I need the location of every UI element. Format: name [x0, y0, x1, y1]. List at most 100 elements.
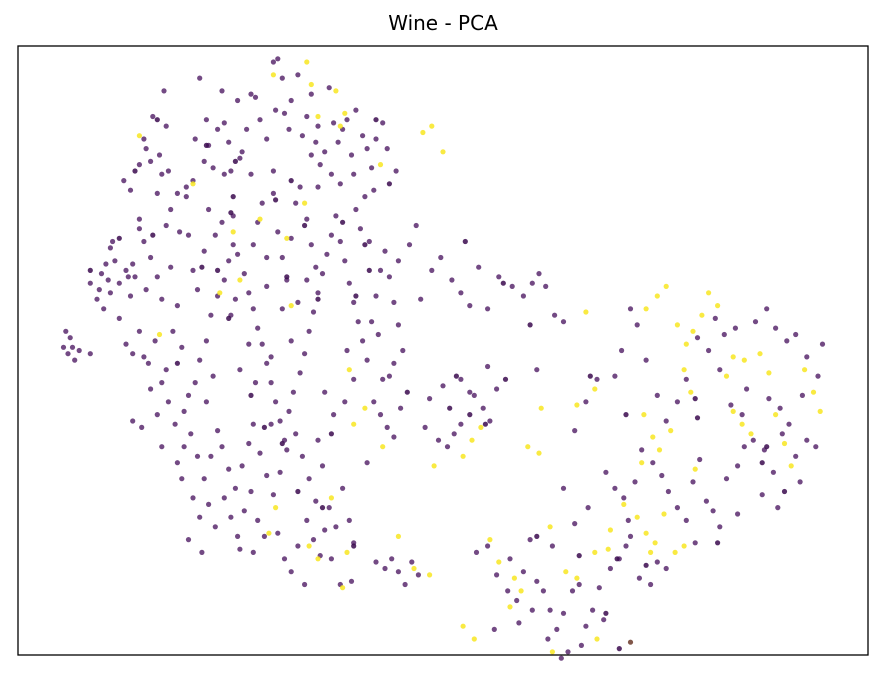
scatter-point: [315, 296, 321, 302]
scatter-point: [179, 476, 185, 482]
scatter-point: [491, 626, 497, 633]
scatter-point: [634, 322, 640, 328]
scatter-point: [797, 479, 803, 485]
scatter-point: [328, 232, 334, 238]
scatter-point: [302, 581, 308, 588]
scatter-point: [386, 373, 392, 379]
scatter-point: [194, 287, 201, 293]
scatter-point: [125, 274, 131, 280]
scatter-point: [373, 293, 379, 299]
chart-title: Wine - PCA: [388, 11, 498, 35]
scatter-point: [197, 75, 203, 81]
scatter-point: [654, 392, 660, 398]
scatter-point: [583, 399, 589, 405]
scatter-point: [150, 232, 156, 238]
scatter-point: [420, 129, 426, 136]
scatter-point: [145, 360, 151, 366]
scatter-point: [192, 380, 198, 386]
scatter-point: [520, 569, 527, 575]
scatter-point: [741, 444, 747, 450]
scatter-point: [813, 444, 819, 450]
scatter-point: [221, 277, 227, 283]
scatter-point: [107, 245, 113, 251]
scatter-point: [815, 373, 821, 379]
scatter-point: [123, 267, 129, 273]
scatter-point: [540, 588, 547, 594]
scatter-point: [197, 357, 203, 363]
scatter-point: [221, 120, 227, 126]
scatter-point: [159, 380, 165, 386]
scatter-point: [121, 178, 127, 184]
scatter-point: [739, 412, 745, 418]
scatter-point: [266, 530, 272, 536]
scatter-point: [534, 533, 540, 540]
scatter-point: [786, 421, 792, 427]
scatter-point: [458, 290, 464, 296]
scatter-point: [411, 565, 417, 572]
scatter-point: [623, 412, 629, 418]
scatter-point: [614, 556, 620, 562]
scatter-point: [194, 453, 201, 459]
scatter-point: [386, 181, 392, 187]
scatter-point: [148, 254, 154, 261]
scatter-point: [690, 479, 696, 485]
scatter-point: [502, 376, 509, 382]
scatter-point: [460, 623, 466, 629]
scatter-point: [313, 498, 319, 504]
scatter-point: [444, 444, 451, 450]
scatter-point: [288, 97, 294, 104]
scatter-point: [346, 517, 352, 524]
scatter-point: [304, 277, 310, 283]
scatter-point: [219, 219, 225, 225]
scatter-point: [534, 367, 540, 373]
scatter-point: [139, 424, 145, 430]
scatter-point: [636, 575, 643, 581]
scatter-point: [360, 338, 366, 344]
scatter-point: [663, 283, 669, 289]
scatter-point: [342, 110, 348, 116]
scatter-point: [333, 524, 339, 530]
scatter-point: [255, 517, 261, 524]
scatter-point: [661, 511, 667, 517]
scatter-point: [154, 412, 160, 418]
scatter-point: [174, 190, 180, 196]
scatter-point: [159, 171, 165, 177]
scatter-point: [668, 428, 674, 434]
scatter-point: [583, 309, 589, 315]
scatter-point: [270, 59, 276, 65]
scatter-point: [431, 463, 437, 469]
scatter-point: [295, 543, 301, 549]
scatter-point: [717, 524, 723, 530]
scatter-point: [302, 200, 308, 206]
scatter-point: [179, 344, 185, 350]
scatter-point: [578, 642, 585, 649]
scatter-point: [594, 376, 600, 382]
scatter-point: [293, 431, 299, 437]
scatter-point: [96, 287, 102, 293]
scatter-point: [264, 254, 270, 261]
scatter-point: [259, 341, 265, 347]
scatter-point: [201, 476, 207, 482]
scatter-point: [380, 444, 386, 450]
scatter-point: [203, 142, 209, 148]
scatter-point: [308, 81, 314, 88]
scatter-point: [116, 280, 122, 286]
scatter-point: [509, 283, 515, 289]
scatter-point: [447, 405, 453, 411]
scatter-point: [255, 325, 261, 331]
scatter-point: [346, 367, 352, 373]
scatter-point: [663, 418, 669, 424]
scatter-point: [471, 392, 477, 398]
scatter-point: [804, 354, 810, 360]
scatter-point: [440, 383, 446, 389]
scatter-point: [817, 408, 823, 414]
scatter-point: [72, 357, 78, 363]
scatter-point: [273, 107, 279, 113]
scatter-point: [268, 354, 274, 360]
scatter-point: [351, 376, 357, 382]
scatter-point: [536, 271, 542, 277]
scatter-point: [650, 434, 656, 440]
scatter-point: [235, 533, 241, 540]
scatter-point: [386, 274, 392, 280]
scatter-point: [333, 213, 339, 219]
